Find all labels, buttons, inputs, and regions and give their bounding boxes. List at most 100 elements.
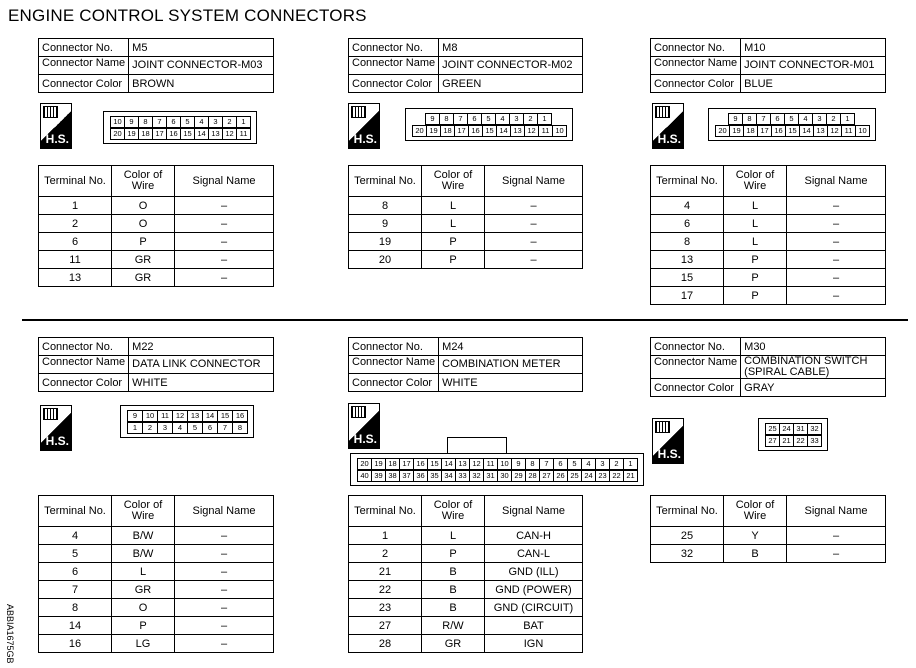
label: Connector Name [347,56,440,75]
connector-color: WHITE [128,373,274,392]
wire-color: P [723,268,787,287]
pin: 18 [385,458,400,470]
table-row: 8 L – [348,196,583,215]
pin: 18 [440,125,455,137]
terminal-no: 32 [650,544,724,563]
pin: 3 [208,116,223,128]
signal-name: – [786,196,886,215]
table-row: 13 GR – [38,268,274,287]
signal-name: – [484,232,583,251]
label: Connector No. [649,337,742,356]
pin: 10 [110,116,125,128]
header-wire-color: Color of Wire [111,165,175,197]
pin: 24 [779,423,794,435]
header-signal-name: Signal Name [174,495,274,527]
pin: 8 [138,116,153,128]
table-row: 32 B – [650,544,886,563]
terminal-table: Terminal No. Color of Wire Signal Name 4 L –6… [650,165,886,305]
terminal-table: Terminal No. Color of Wire Signal Name 1 L CA… [348,495,583,653]
label: Connector Color [649,74,742,93]
wire-color: P [723,286,787,305]
signal-name: – [174,598,274,617]
pin: 16 [468,125,483,137]
wire-color: B [421,580,485,599]
header-terminal-no: Terminal No. [348,165,422,197]
table-row: 6 L – [38,562,274,581]
pin: 26 [553,470,568,482]
pin: 19 [124,128,139,140]
pin: 11 [841,125,856,137]
signal-name: BAT [484,616,583,635]
pin: 40 [357,470,372,482]
terminal-no: 8 [348,196,422,215]
pin: 11 [483,458,498,470]
terminal-table: Terminal No. Color of Wire Signal Name 4 B/W… [38,495,274,653]
pin: 5 [180,116,195,128]
connector-info-table: Connector No. M10 Connector Name JOINT CON… [649,38,886,93]
signal-name: – [484,196,583,215]
terminal-table: Terminal No. Color of Wire Signal Name 8 L –9… [348,165,583,269]
signal-name: GND (ILL) [484,562,583,581]
terminal-no: 2 [38,214,112,233]
signal-name: – [174,562,274,581]
terminal-no: 16 [38,634,112,653]
pin: 13 [208,128,223,140]
connector-color: GREEN [438,74,583,93]
wire-color: P [723,250,787,269]
signal-name: – [174,232,274,251]
table-row: 17 P – [650,286,886,305]
pin: 18 [138,128,153,140]
hs-label: H.S. [353,432,377,446]
wire-color: O [111,214,175,233]
pin: 22 [793,435,808,447]
pin: 1 [236,116,251,128]
label: Connector Name [37,355,130,374]
wire-color: L [421,196,485,215]
signal-name: – [786,526,886,545]
terminal-no: 21 [348,562,422,581]
terminal-table: Terminal No. Color of Wire Signal Name 25 Y –… [650,495,886,563]
label: Connector Color [347,373,440,392]
connector-no: M24 [438,337,583,356]
pin: 7 [217,422,233,434]
label: Connector Color [347,74,440,93]
terminal-no: 14 [38,616,112,635]
terminal-no: 8 [650,232,724,251]
connector-info-table: Connector No. M5 Connector Name JOINT CONN… [37,38,274,93]
wire-color: LG [111,634,175,653]
connector-no: M10 [740,38,886,57]
pin: 12 [172,410,188,422]
pin: 20 [110,128,125,140]
terminal-no: 1 [38,196,112,215]
pin: 13 [510,125,525,137]
pin: 4 [798,113,813,125]
signal-name: – [786,268,886,287]
connector-info-table: Connector No. M30 Connector Name COMBINATI… [649,337,886,397]
pin: 6 [202,422,218,434]
pin: 5 [187,422,203,434]
pin: 6 [166,116,181,128]
wire-color: B/W [111,526,175,545]
pin: 8 [232,422,248,434]
pin: 36 [413,470,428,482]
pin: 1 [537,113,552,125]
signal-name: – [786,214,886,233]
connector-no: M5 [128,38,274,57]
signal-name: – [174,544,274,563]
header-terminal-no: Terminal No. [348,495,422,527]
pin: 14 [496,125,511,137]
pin: 30 [497,470,512,482]
pin: 1 [623,458,638,470]
connector-name: COMBINATION SWITCH (SPIRAL CABLE) [740,355,886,379]
header-terminal-no: Terminal No. [650,165,724,197]
terminal-table: Terminal No. Color of Wire Signal Name 1 O –2… [38,165,274,287]
wire-color: O [111,598,175,617]
pin: 3 [157,422,173,434]
header-terminal-no: Terminal No. [38,165,112,197]
signal-name: – [174,250,274,269]
pin: 9 [425,113,440,125]
pin: 22 [609,470,624,482]
connector-no: M8 [438,38,583,57]
figure-code: ABBIA1675GB [5,604,15,664]
pin: 31 [793,423,808,435]
